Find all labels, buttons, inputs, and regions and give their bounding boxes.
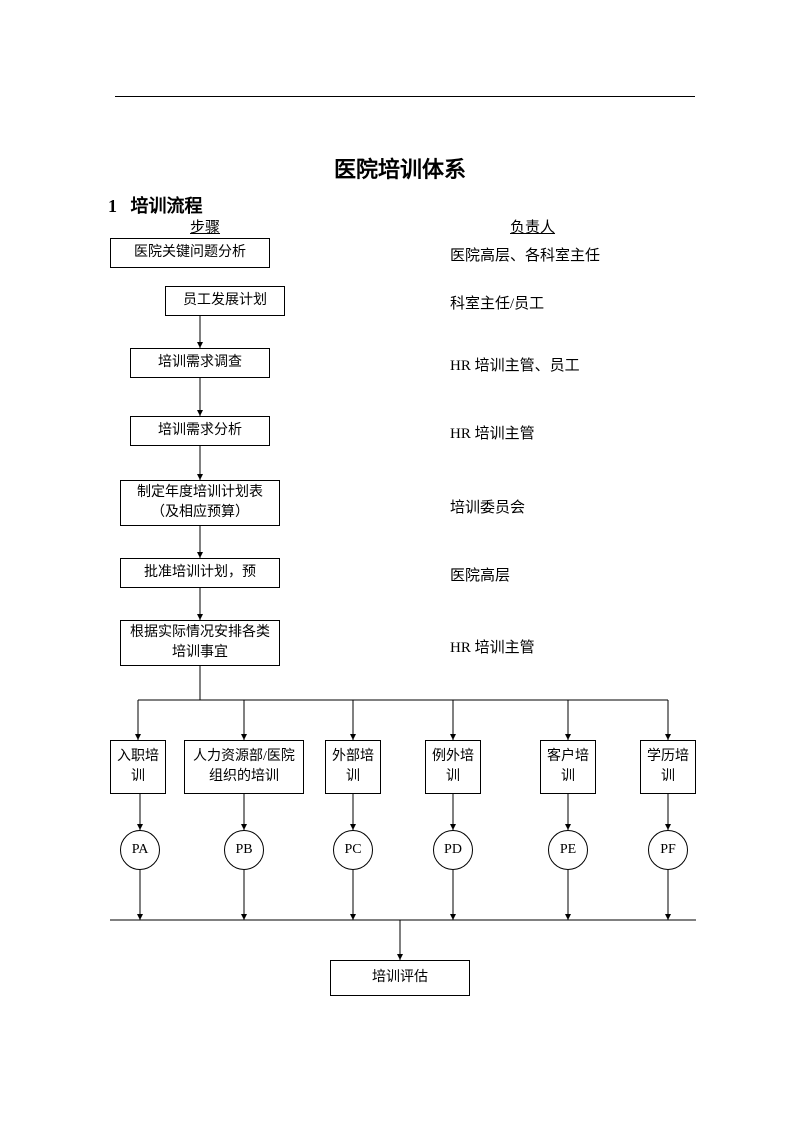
- page-root: 医院培训体系 1 培训流程 步骤 负责人 医院关键问题分析 员工发展计划 培训需…: [0, 0, 800, 1132]
- section-heading: 1 培训流程: [108, 192, 203, 218]
- responsible-1: 科室主任/员工: [450, 292, 544, 313]
- process-circle-pa: PA: [120, 830, 160, 870]
- branch-box-b4: 例外培训: [425, 740, 481, 794]
- section-title: 培训流程: [131, 196, 203, 216]
- step-box-n4: 培训需求分析: [130, 416, 270, 446]
- responsible-0: 医院高层、各科室主任: [450, 244, 600, 265]
- branch-box-b1: 入职培训: [110, 740, 166, 794]
- responsible-3: HR 培训主管: [450, 422, 535, 443]
- process-circle-pf: PF: [648, 830, 688, 870]
- page-top-rule: [115, 96, 695, 97]
- step-box-n3: 培训需求调查: [130, 348, 270, 378]
- doc-title: 医院培训体系: [0, 152, 800, 184]
- step-box-n2: 员工发展计划: [165, 286, 285, 316]
- responsible-2: HR 培训主管、员工: [450, 354, 580, 375]
- branch-box-b3: 外部培训: [325, 740, 381, 794]
- step-box-n6: 批准培训计划，预: [120, 558, 280, 588]
- process-circle-pe: PE: [548, 830, 588, 870]
- section-number: 1: [108, 196, 117, 216]
- branch-box-b5: 客户培训: [540, 740, 596, 794]
- branch-box-b6: 学历培训: [640, 740, 696, 794]
- step-box-n7: 根据实际情况安排各类培训事宜: [120, 620, 280, 666]
- process-circle-pb: PB: [224, 830, 264, 870]
- process-circle-pc: PC: [333, 830, 373, 870]
- col-header-steps: 步骤: [190, 216, 220, 237]
- responsible-5: 医院高层: [450, 564, 510, 585]
- responsible-4: 培训委员会: [450, 496, 525, 517]
- process-circle-pd: PD: [433, 830, 473, 870]
- col-header-responsible: 负责人: [510, 216, 555, 237]
- step-box-n1: 医院关键问题分析: [110, 238, 270, 268]
- step-box-n8: 培训评估: [330, 960, 470, 996]
- step-box-n5: 制定年度培训计划表（及相应预算）: [120, 480, 280, 526]
- responsible-6: HR 培训主管: [450, 636, 535, 657]
- branch-box-b2: 人力资源部/医院组织的培训: [184, 740, 304, 794]
